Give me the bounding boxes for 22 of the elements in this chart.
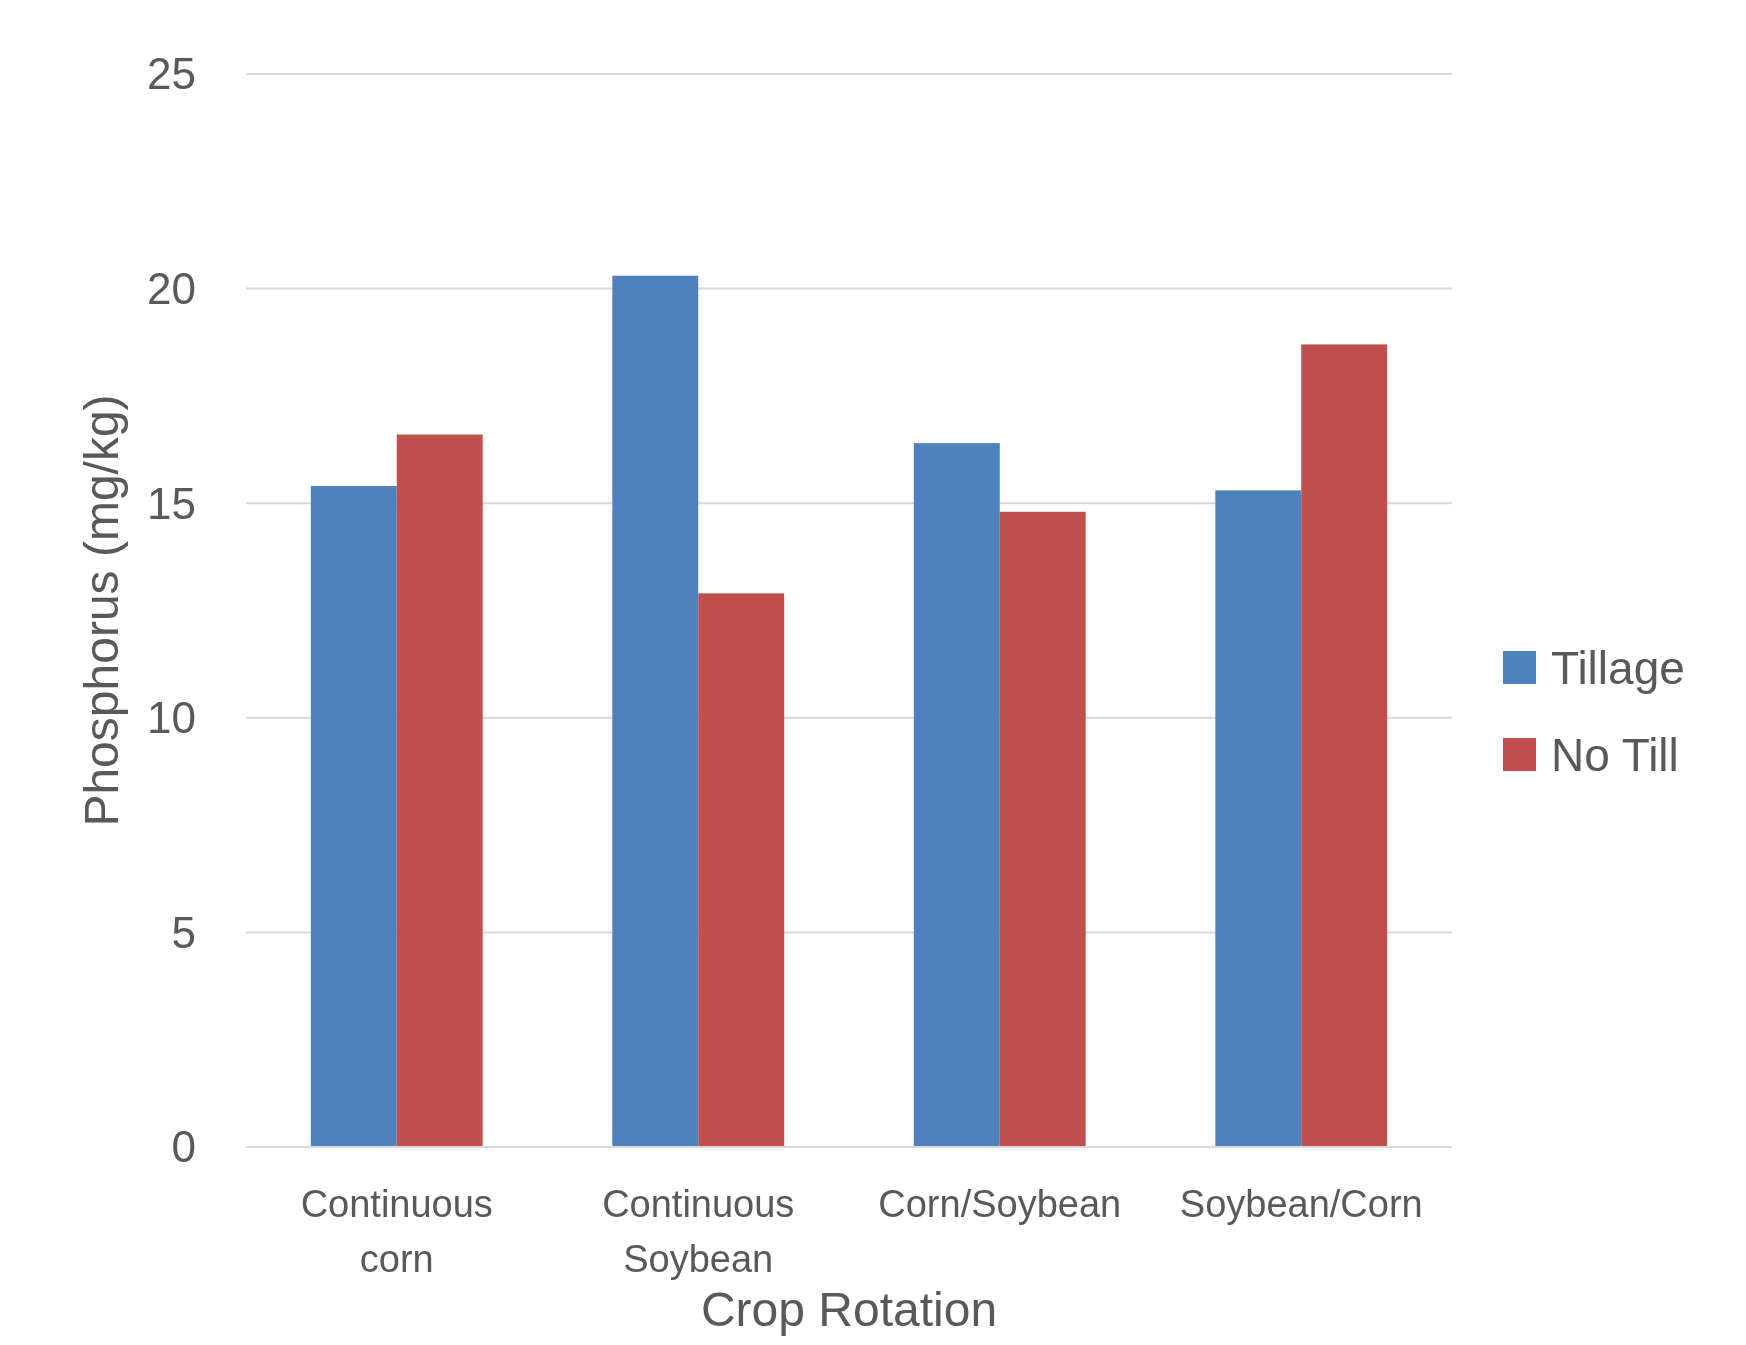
legend-label: No Till (1551, 729, 1679, 782)
y-tick-label: 5 (171, 907, 196, 957)
bar (396, 434, 483, 1147)
x-tick-label: Soybean/Corn (1179, 1183, 1423, 1225)
bar (698, 593, 785, 1147)
bar (999, 511, 1086, 1147)
bar (1215, 490, 1302, 1147)
bar (612, 275, 699, 1147)
x-tick-label: Continuous corn (300, 1183, 493, 1280)
bar (310, 486, 397, 1147)
x-tick-label: Continuous Soybean (602, 1183, 795, 1280)
y-tick-label: 25 (147, 49, 196, 99)
y-tick-label: 15 (147, 478, 196, 528)
legend-label: Tillage (1551, 642, 1685, 695)
y-tick-label: 0 (171, 1122, 196, 1172)
x-axis-title: Crop Rotation (700, 1283, 998, 1336)
bar (913, 443, 1000, 1147)
bar (1301, 344, 1388, 1147)
y-tick-label: 20 (147, 264, 196, 313)
x-tick-label: Corn/Soybean (878, 1183, 1122, 1225)
y-axis-title: Phosphorus (mg/kg) (75, 394, 128, 827)
y-tick-label: 10 (147, 693, 196, 743)
